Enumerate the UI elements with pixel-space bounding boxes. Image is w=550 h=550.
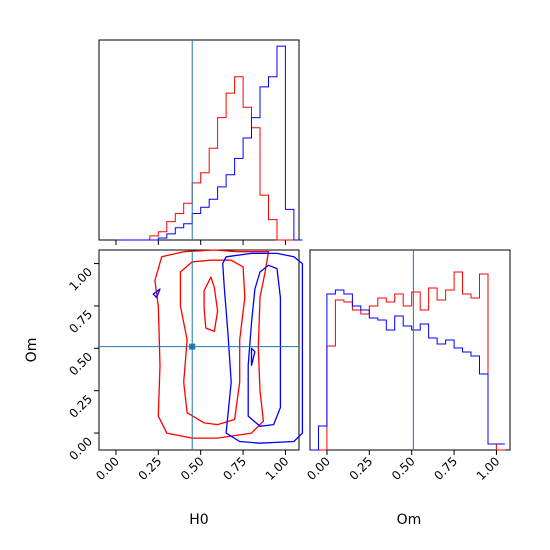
om-y-tick-label-0: 0.00 (66, 434, 95, 463)
om-x-tick-label-4: 1.00 (474, 454, 503, 483)
hist-om-series (310, 271, 505, 451)
hist-om-line-1 (310, 289, 505, 451)
hist-h0-line-0 (115, 76, 303, 241)
contour-1-level-3 (152, 288, 161, 299)
om-hist-axis-ticks: 0.00 0.25 0.50 0.75 1.00 (304, 450, 503, 483)
xlabel-om: Om (397, 512, 422, 528)
truth-point-marker (189, 343, 196, 350)
hist-h0-ticks (115, 240, 286, 245)
panel-scatter-h0-om: 0.00 0.25 0.50 0.75 1.00 0.00 0.25 0.50 0.75 1.0… (66, 249, 304, 483)
om-y-tick-label-2: 0.50 (66, 350, 95, 379)
h0-x-tick-label-2: 0.50 (178, 454, 207, 483)
om-y-tick-label-1: 0.25 (66, 392, 95, 421)
contour-1-level-0 (222, 252, 304, 444)
panel-scatter-frame (98, 249, 300, 451)
panel-hist-om: 0.00 0.25 0.50 0.75 1.00 (304, 249, 511, 483)
h0-axis-ticks: 0.00 0.25 0.50 0.75 1.00 (93, 450, 292, 483)
om-x-tick-label-2: 0.50 (389, 454, 418, 483)
h0-x-tick-label-3: 0.75 (220, 454, 249, 483)
om-y-tick-label-4: 1.00 (66, 265, 95, 294)
xlabel-h0: H0 (189, 512, 208, 528)
hist-h0-line-1 (115, 45, 303, 241)
contour-1-level-1 (247, 264, 282, 427)
contour-0-level-1 (179, 259, 246, 426)
h0-x-tick-label-1: 0.25 (136, 454, 165, 483)
contour-series (152, 249, 304, 444)
om-x-tick-label-3: 0.75 (431, 454, 460, 483)
contour-0-level-2 (203, 276, 219, 333)
om-x-tick-label-1: 0.25 (347, 454, 376, 483)
om-y-tick-label-3: 0.75 (66, 307, 95, 336)
ylabel-om: Om (24, 338, 40, 363)
om-axis-ticks: 0.00 0.25 0.50 0.75 1.00 (66, 263, 99, 463)
contour-1-level-2 (250, 347, 256, 366)
contour-0-level-0 (154, 249, 270, 439)
hist-om-line-0 (310, 271, 505, 451)
om-x-tick-label-0: 0.00 (304, 454, 333, 483)
h0-x-tick-label-0: 0.00 (93, 454, 122, 483)
panel-hist-h0-frame (98, 39, 300, 241)
panel-hist-om-frame (309, 249, 511, 451)
panel-hist-h0 (98, 39, 303, 245)
h0-x-tick-label-4: 1.00 (263, 454, 292, 483)
hist-h0-series (115, 45, 303, 241)
